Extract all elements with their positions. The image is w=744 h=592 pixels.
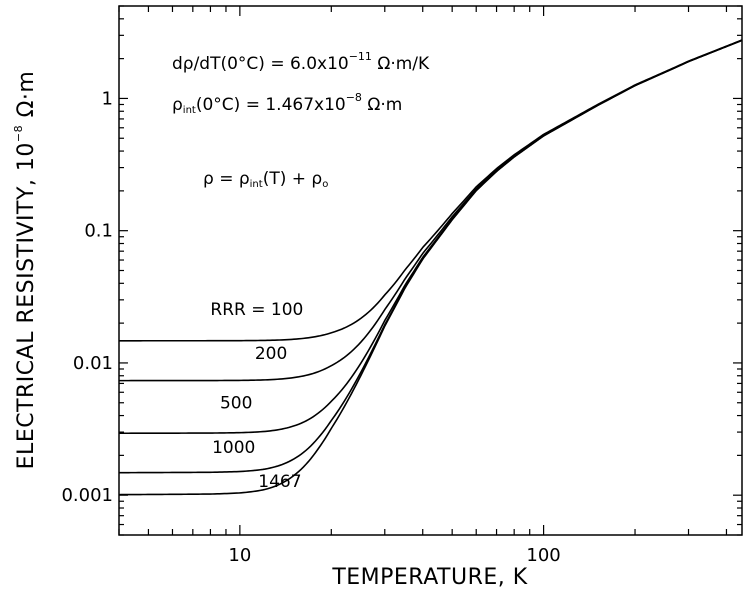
y-tick-label: 0.01 bbox=[73, 353, 113, 374]
curve-label-rrr-1000: 1000 bbox=[212, 438, 255, 458]
y-axis-label: ELECTRICAL RESISTIVITY, 10−8 Ω·m bbox=[12, 71, 39, 470]
curve-rrr-100 bbox=[119, 39, 743, 342]
curve-rrr-200 bbox=[119, 39, 743, 382]
x-tick-label: 10 bbox=[228, 545, 251, 566]
annotation-equation: ρ = ρint(T) + ρo bbox=[203, 169, 328, 190]
tick-labels: 0.001 0.01 0.1 1 10 100 bbox=[61, 88, 560, 566]
curve-rrr-1467 bbox=[118, 39, 743, 496]
annotation-rho-int: ρint(0°C) = 1.467x10−8 Ω·m bbox=[172, 91, 402, 116]
annotation-slope: dρ/dT(0°C) = 6.0x10−11 Ω·m/K bbox=[172, 50, 430, 74]
y-tick-label: 0.1 bbox=[84, 221, 113, 242]
curve-label-rrr-1467: 1467 bbox=[258, 472, 301, 492]
x-axis-label: TEMPERATURE, K bbox=[331, 565, 527, 590]
curve-label-rrr-100: RRR = 100 bbox=[210, 300, 303, 320]
curve-label-rrr-500: 500 bbox=[220, 393, 252, 413]
curve-label-rrr-200: 200 bbox=[255, 344, 287, 364]
x-tick-label: 100 bbox=[526, 545, 560, 566]
y-tick-label: 0.001 bbox=[61, 485, 113, 506]
curves bbox=[118, 39, 743, 496]
axis-ticks bbox=[118, 5, 742, 536]
y-tick-label: 1 bbox=[102, 88, 113, 109]
